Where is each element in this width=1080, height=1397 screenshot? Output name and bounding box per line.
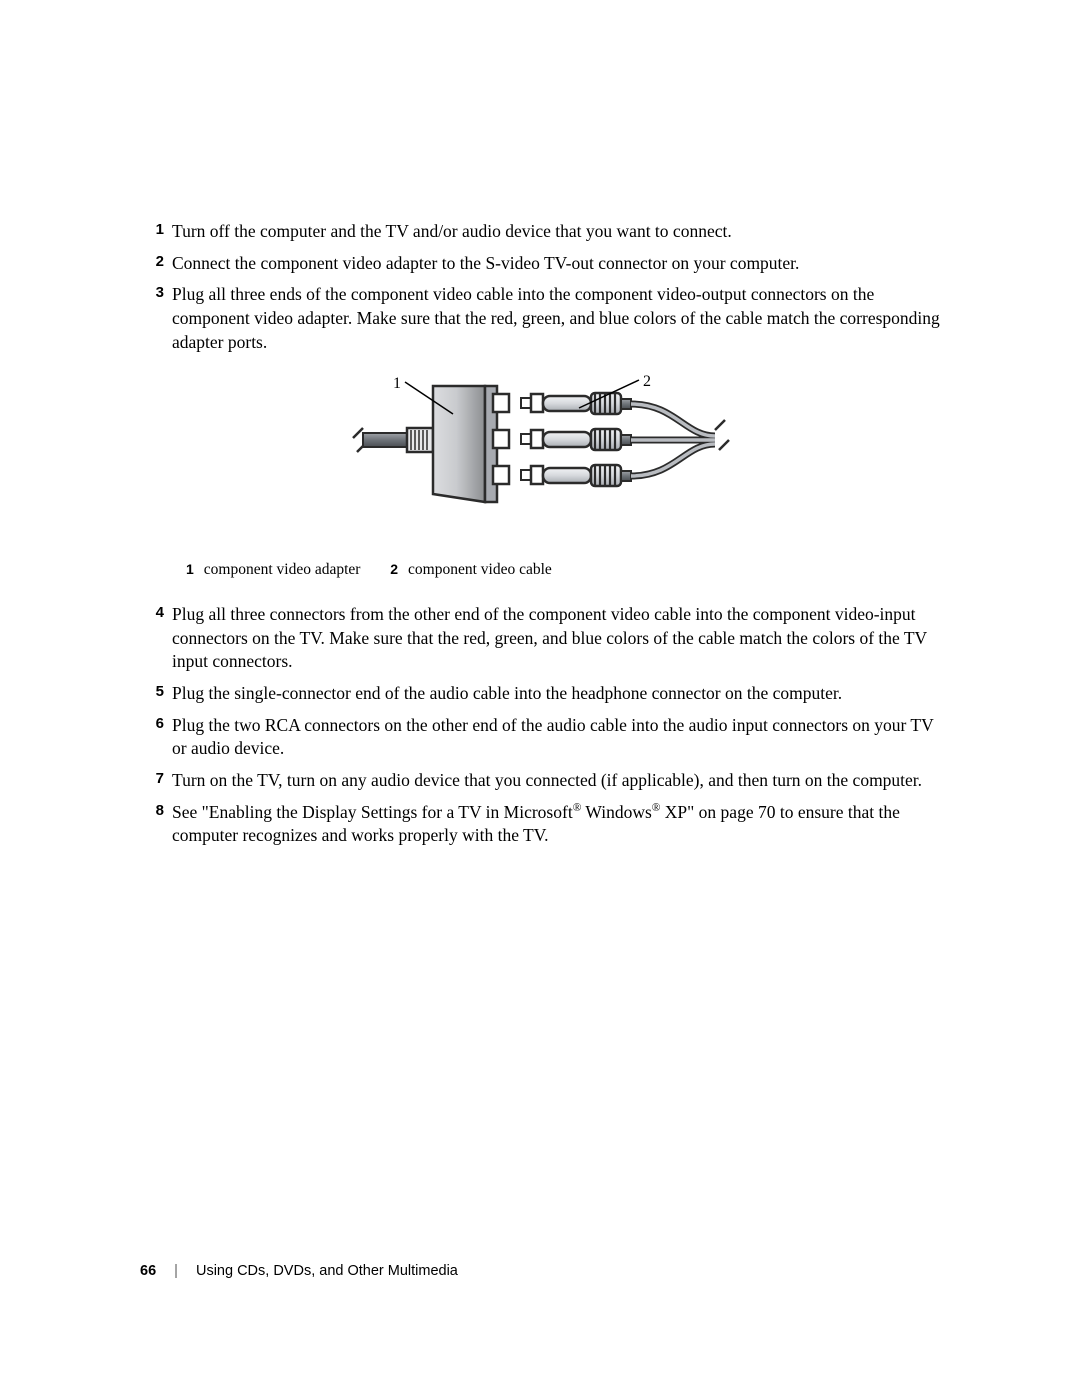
body-content: 1 Turn off the computer and the TV and/or…: [148, 220, 942, 856]
step-item: 3 Plug all three ends of the component vi…: [148, 283, 942, 354]
page-footer: 66 | Using CDs, DVDs, and Other Multimed…: [140, 1263, 458, 1279]
step-number: 4: [148, 603, 164, 623]
step-item: 8 See "Enabling the Display Settings for…: [148, 801, 942, 848]
step-item: 2 Connect the component video adapter to …: [148, 252, 942, 276]
step-text: Turn on the TV, turn on any audio device…: [172, 770, 922, 790]
rca-group: [521, 393, 631, 486]
step-item: 1 Turn off the computer and the TV and/or…: [148, 220, 942, 244]
adapter-body: [433, 386, 485, 502]
step-number: 8: [148, 801, 164, 821]
step-number: 1: [148, 220, 164, 240]
step-number: 7: [148, 769, 164, 789]
step-number: 6: [148, 714, 164, 734]
steps-list-top: 1 Turn off the computer and the TV and/or…: [148, 220, 942, 354]
adapter-diagram-svg: 1: [345, 372, 745, 542]
adapter-ports: [493, 394, 509, 484]
legend-val-2: component video cable: [408, 561, 552, 578]
step-item: 7 Turn on the TV, turn on any audio devic…: [148, 769, 942, 793]
step-text: Plug the single-connector end of the aud…: [172, 683, 842, 703]
legend-val-1: component video adapter: [204, 561, 361, 578]
footer-separator-icon: |: [174, 1263, 178, 1279]
input-cable: [363, 433, 407, 447]
step-text: See "Enabling the Display Settings for a…: [172, 802, 900, 846]
step-number: 5: [148, 682, 164, 702]
svg-text:2: 2: [643, 373, 651, 390]
svg-text:1: 1: [393, 375, 401, 392]
step-item: 4 Plug all three connectors from the othe…: [148, 603, 942, 674]
cable-fanout: [631, 404, 715, 476]
step-text: Plug all three ends of the component vid…: [172, 284, 940, 351]
legend-key-1: 1: [186, 561, 194, 577]
diagram-legend: 1 component video adapter 2 component vide…: [186, 561, 942, 579]
diagram: 1: [148, 372, 942, 547]
step-item: 5 Plug the single-connector end of the au…: [148, 682, 942, 706]
section-title: Using CDs, DVDs, and Other Multimedia: [196, 1263, 458, 1279]
step-number: 3: [148, 283, 164, 303]
step-text: Turn off the computer and the TV and/or …: [172, 221, 732, 241]
step-text: Plug all three connectors from the other…: [172, 604, 927, 671]
step-item: 6 Plug the two RCA connectors on the othe…: [148, 714, 942, 761]
document-page: 1 Turn off the computer and the TV and/or…: [0, 0, 1080, 1397]
step-number: 2: [148, 252, 164, 272]
steps-list-bottom: 4 Plug all three connectors from the othe…: [148, 603, 942, 848]
legend-key-2: 2: [390, 561, 398, 577]
page-number: 66: [140, 1263, 156, 1279]
step-text: Plug the two RCA connectors on the other…: [172, 715, 933, 759]
step-text: Connect the component video adapter to t…: [172, 253, 799, 273]
break-right-icon: [715, 420, 729, 450]
